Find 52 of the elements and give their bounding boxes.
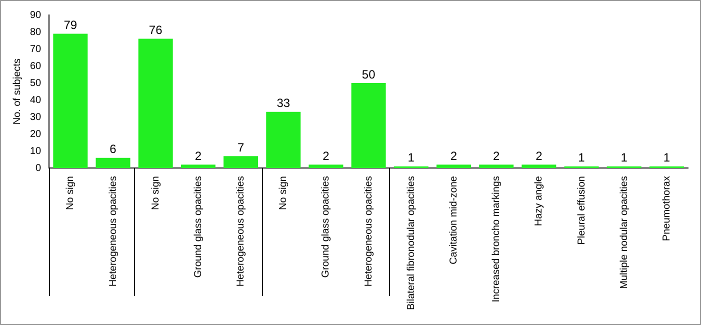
x-tick-label: Cavitation mid-zone	[448, 176, 460, 264]
x-tick-label: Increased broncho markings	[491, 176, 502, 302]
x-tick-label: No sign	[150, 176, 162, 210]
data-label: 2	[450, 148, 458, 163]
bar	[180, 164, 216, 168]
bar	[266, 112, 301, 168]
data-label: 76	[148, 23, 163, 38]
bar	[53, 34, 88, 168]
x-tick-label: Hazy angle	[534, 176, 545, 226]
x-tick-label: Heterogeneous opacities	[363, 176, 374, 287]
y-tick-label: 50	[30, 78, 42, 89]
bar	[436, 164, 471, 168]
y-axis-title: No. of subjects	[12, 58, 23, 125]
x-tick-label: No sign	[65, 176, 76, 210]
data-label: 1	[578, 150, 586, 165]
y-tick-label: 30	[30, 112, 42, 123]
x-tick-label: Heterogeneous opacities	[236, 176, 247, 287]
x-tick-label: No sign	[278, 176, 290, 210]
y-tick-label: 40	[30, 94, 42, 106]
bar	[224, 156, 258, 168]
y-tick-label: 90	[30, 10, 42, 21]
x-tick-label: Bilateral fibronodular opacities	[406, 176, 417, 310]
x-tick-label: Ground glass opacities	[192, 176, 204, 278]
data-label: 2	[536, 148, 543, 163]
x-tick-label: Pleural effusion	[576, 176, 588, 245]
bar	[96, 158, 130, 168]
data-label: 1	[620, 150, 628, 165]
data-label: 1	[663, 150, 670, 165]
data-label: 50	[362, 67, 376, 82]
y-tick-label: 60	[30, 60, 42, 72]
y-tick-label: 20	[30, 128, 42, 140]
bar	[522, 164, 556, 168]
x-tick-label: Ground glass opacities	[320, 176, 332, 278]
y-tick-label: 0	[36, 162, 42, 174]
bar	[138, 38, 173, 168]
x-tick-label: Pneumothorax	[661, 176, 672, 242]
data-label: 6	[110, 142, 117, 156]
data-label: 33	[276, 96, 290, 110]
data-label: 1	[408, 150, 415, 165]
y-tick-label: 10	[30, 146, 42, 157]
data-label: 2	[194, 148, 202, 163]
data-label: 7	[237, 140, 244, 154]
y-tick-label: 70	[30, 44, 42, 55]
bar	[308, 164, 344, 168]
y-tick-label: 80	[30, 26, 42, 38]
data-label: 2	[492, 148, 500, 163]
x-tick-label: Heterogeneous opacities	[108, 176, 119, 287]
data-label: 79	[64, 18, 78, 32]
x-tick-label: Multiple nodular opacities	[618, 176, 630, 289]
bar	[479, 164, 514, 168]
bar	[351, 83, 386, 168]
data-label: 2	[322, 148, 330, 163]
